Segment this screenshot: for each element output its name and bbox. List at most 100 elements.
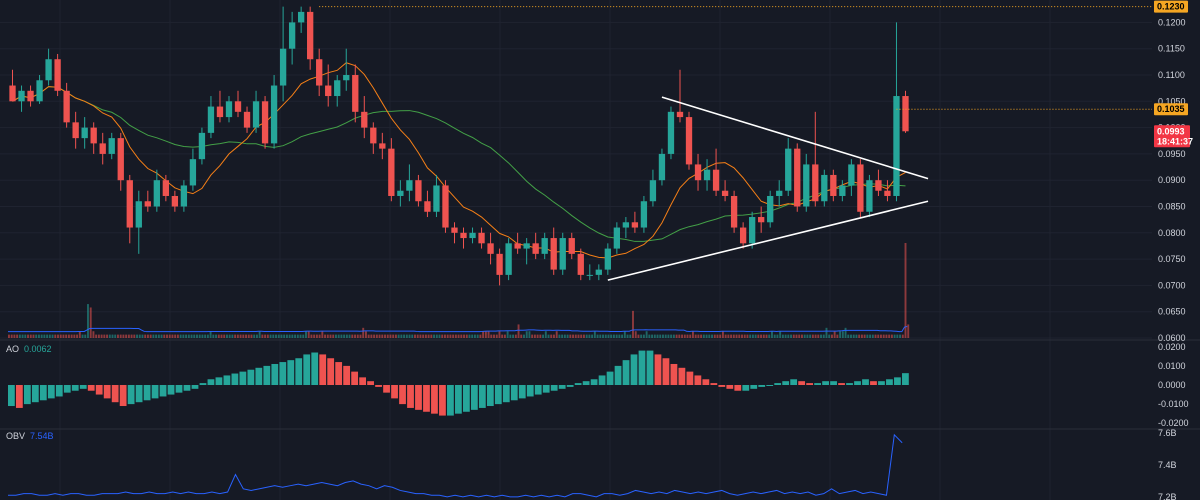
volume-bar	[533, 334, 536, 338]
candle-body	[812, 164, 819, 202]
volume-bar	[863, 334, 866, 338]
ao-bar	[726, 385, 734, 389]
candle	[189, 148, 197, 191]
candle-body	[307, 11, 314, 60]
volume-bar	[236, 334, 239, 338]
candle	[676, 69, 684, 123]
candle	[343, 48, 350, 91]
volume-bar	[326, 334, 329, 338]
volume-bar	[362, 327, 365, 338]
candle-body	[108, 138, 115, 154]
volume-bar	[795, 334, 798, 338]
candle-body	[352, 75, 359, 112]
ao-bar	[582, 381, 590, 385]
ao-bar	[455, 385, 462, 414]
candle	[559, 232, 566, 275]
volume-bar	[749, 334, 752, 338]
candle-body	[297, 11, 305, 23]
volume-bar	[702, 334, 705, 338]
candle	[18, 85, 25, 112]
candle-body	[776, 190, 783, 196]
ao-bar	[151, 385, 159, 399]
volume-bar	[114, 334, 117, 338]
candle	[478, 227, 485, 249]
ao-bar	[902, 373, 909, 385]
candle-body	[316, 59, 323, 86]
volume-bar	[354, 334, 356, 338]
candle	[505, 238, 512, 281]
volume-bar	[544, 331, 547, 338]
volume-bar	[754, 334, 757, 338]
triangle-lower-trendline	[607, 200, 929, 281]
candle-body	[830, 174, 837, 196]
volume-bar	[482, 331, 485, 338]
volume-bar	[585, 334, 588, 338]
candle-body	[198, 132, 206, 160]
volume-bar	[811, 334, 814, 338]
volume-bar	[762, 334, 765, 338]
candle	[288, 11, 296, 65]
volume-bar	[48, 334, 51, 338]
volume-bar	[171, 334, 174, 338]
candles-layer	[9, 6, 909, 286]
candle	[532, 232, 539, 260]
ao-bar	[526, 385, 534, 397]
ao-bar	[518, 385, 526, 399]
volume-bar	[465, 334, 468, 338]
volume-bar	[577, 334, 580, 338]
volume-bar	[206, 334, 209, 338]
volume-bar	[871, 334, 874, 338]
ao-bar	[135, 385, 143, 403]
candle-body	[785, 148, 792, 191]
candle-body	[379, 143, 386, 149]
candle	[54, 53, 61, 97]
volume-bar	[779, 331, 782, 338]
candle-body	[433, 185, 440, 212]
ao-bar	[191, 385, 199, 389]
candle-body	[658, 153, 666, 181]
volume-bar	[57, 334, 59, 338]
candle	[45, 48, 52, 86]
candle-body	[126, 180, 133, 228]
volume-bar	[648, 334, 651, 338]
price-axis-label: 0.0800	[1158, 228, 1186, 238]
candle	[622, 217, 630, 239]
candle-body	[424, 201, 431, 212]
candle	[613, 222, 621, 254]
candle	[812, 111, 819, 207]
volume-bar	[604, 334, 607, 338]
ao-bar	[758, 385, 766, 387]
volume-bar	[724, 334, 727, 338]
volume-bar	[193, 334, 196, 338]
volume-bar	[435, 334, 438, 338]
candle-body	[821, 174, 828, 202]
candle-body	[144, 201, 151, 207]
volume-bar	[16, 334, 19, 338]
volume-bar	[471, 334, 474, 338]
volume-bar	[37, 334, 40, 338]
volume-bar	[291, 334, 294, 338]
ao-bar	[279, 362, 287, 385]
ao-bar	[423, 385, 430, 412]
volume-bar	[893, 334, 896, 338]
candle	[162, 174, 170, 202]
candle	[604, 243, 611, 275]
volume-bar	[152, 334, 155, 338]
volume-bar	[683, 334, 686, 338]
volume-bar	[651, 334, 654, 338]
volume-bar	[705, 334, 708, 338]
candle	[325, 64, 332, 107]
volume-bar	[280, 334, 283, 338]
volume-bar	[220, 334, 223, 338]
candle	[649, 169, 657, 207]
triangle-upper-trendline	[661, 96, 929, 180]
volume-bar	[51, 334, 54, 338]
ao-bar	[199, 383, 207, 385]
volume-bar	[444, 334, 446, 338]
volume-bar	[261, 334, 264, 338]
candle	[63, 82, 70, 128]
ao-bar	[407, 385, 414, 408]
volume-bar	[732, 334, 735, 338]
